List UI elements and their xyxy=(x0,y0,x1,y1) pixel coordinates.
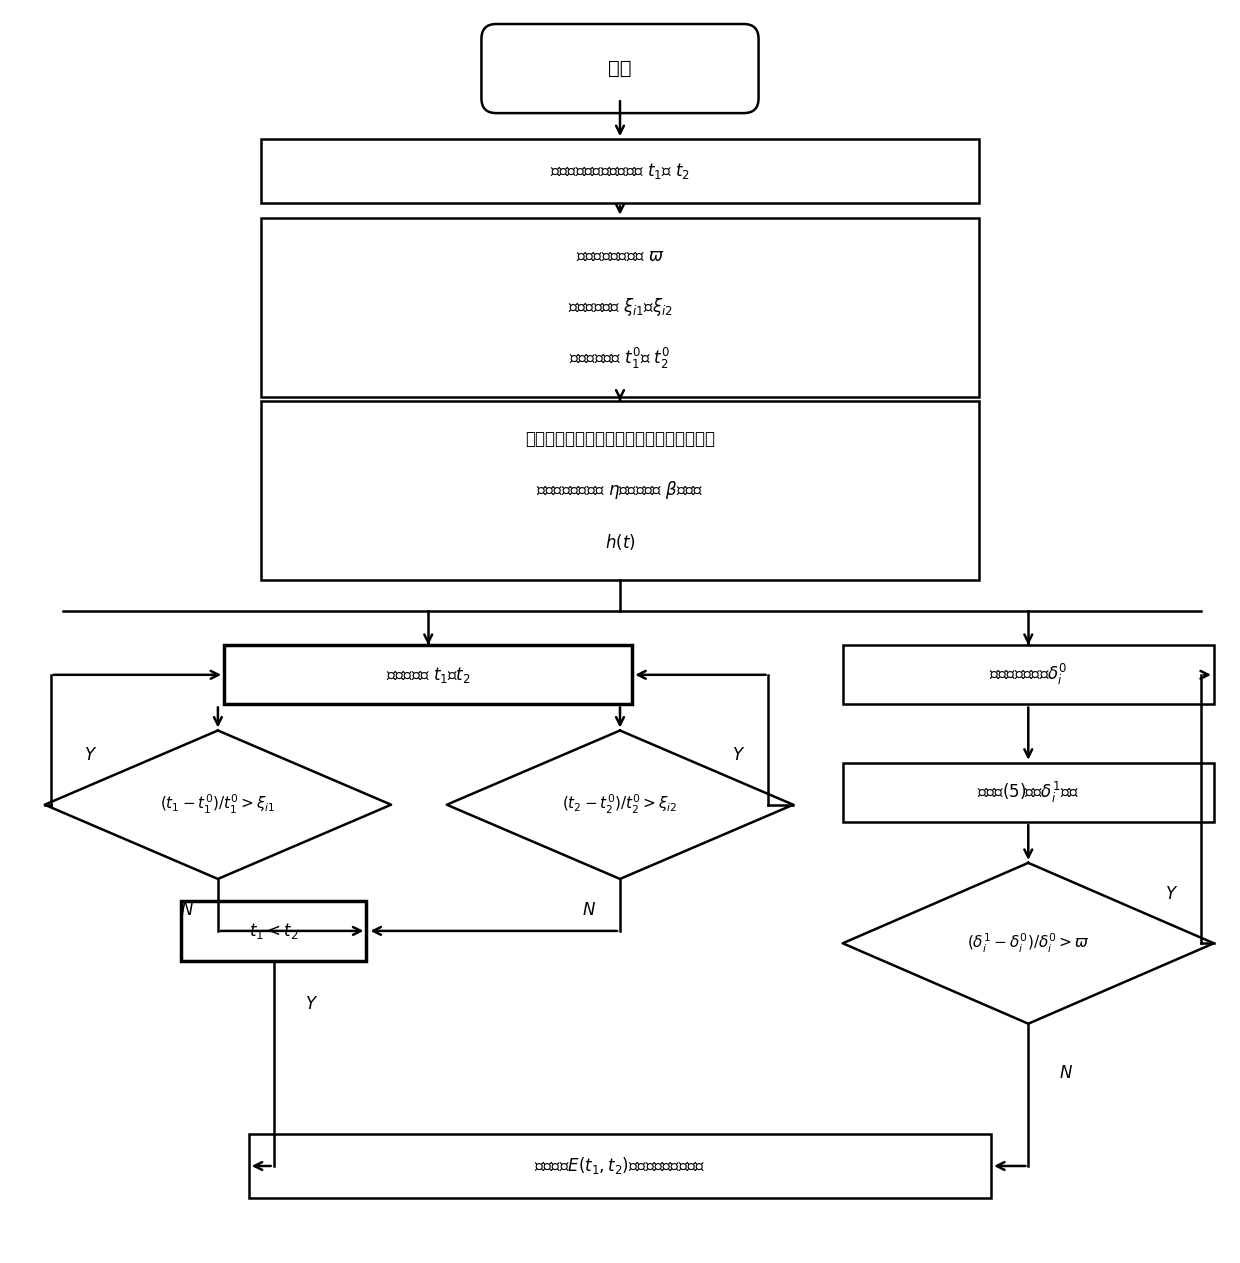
Polygon shape xyxy=(843,863,1214,1024)
Bar xyxy=(262,139,978,203)
Text: $t_1<t_2$: $t_1<t_2$ xyxy=(249,921,299,941)
Text: N: N xyxy=(1059,1065,1071,1082)
Polygon shape xyxy=(45,730,391,879)
Text: Y: Y xyxy=(1166,885,1176,903)
Text: $(\delta_i^1-\delta_i^0)/\delta_i^0>\varpi$: $(\delta_i^1-\delta_i^0)/\delta_i^0>\var… xyxy=(967,932,1090,955)
Bar xyxy=(262,400,978,580)
Text: Y: Y xyxy=(86,746,95,764)
Text: Y: Y xyxy=(733,746,743,764)
Bar xyxy=(249,1134,991,1199)
Bar xyxy=(843,645,1214,705)
Text: 取最小维修概率$\delta_i^0$: 取最小维修概率$\delta_i^0$ xyxy=(990,662,1068,687)
Bar xyxy=(181,902,366,961)
Text: 根据条件，设定初步役龄 $t_1$、 $t_2$: 根据条件，设定初步役龄 $t_1$、 $t_2$ xyxy=(551,162,689,182)
Text: N: N xyxy=(583,901,595,919)
Polygon shape xyxy=(446,730,794,879)
Text: 取初步役龄 $t_1$、$t_2$: 取初步役龄 $t_1$、$t_2$ xyxy=(386,664,470,685)
Bar xyxy=(262,217,978,397)
Bar xyxy=(843,763,1214,822)
Text: 设定机会维修阈值 $\varpi$: 设定机会维修阈值 $\varpi$ xyxy=(575,248,665,265)
Text: 可知特征寿命参数 $\eta$、形状参数 $\beta$，求出: 可知特征寿命参数 $\eta$、形状参数 $\beta$，求出 xyxy=(536,480,704,501)
Text: N: N xyxy=(181,901,193,919)
Text: 设定役龄阈值 $\xi_{i1}$、$\xi_{i2}$: 设定役龄阈值 $\xi_{i1}$、$\xi_{i2}$ xyxy=(568,297,672,318)
Text: $h(t)$: $h(t)$ xyxy=(605,532,635,552)
Text: 开始: 开始 xyxy=(609,59,631,78)
FancyBboxPatch shape xyxy=(481,24,759,114)
Text: $(t_1-t_1^0)/t_1^0>\xi_{i1}$: $(t_1-t_1^0)/t_1^0>\xi_{i1}$ xyxy=(160,793,275,816)
Text: 由公式(5)算出$\delta_i^1$的值: 由公式(5)算出$\delta_i^1$的值 xyxy=(977,779,1079,805)
Text: 根据公式$E(t_1,t_2)$计算最小平均费用率: 根据公式$E(t_1,t_2)$计算最小平均费用率 xyxy=(534,1156,706,1176)
Bar xyxy=(224,645,632,705)
Text: $(t_2-t_2^0)/t_2^0>\xi_{i2}$: $(t_2-t_2^0)/t_2^0>\xi_{i2}$ xyxy=(562,793,678,816)
Text: Y: Y xyxy=(305,995,316,1013)
Text: 根据轨道交通各个关键部件历史维修记录，: 根据轨道交通各个关键部件历史维修记录， xyxy=(525,431,715,448)
Text: 设定较小役龄 $t_1^0$和 $t_2^0$: 设定较小役龄 $t_1^0$和 $t_2^0$ xyxy=(569,346,671,371)
